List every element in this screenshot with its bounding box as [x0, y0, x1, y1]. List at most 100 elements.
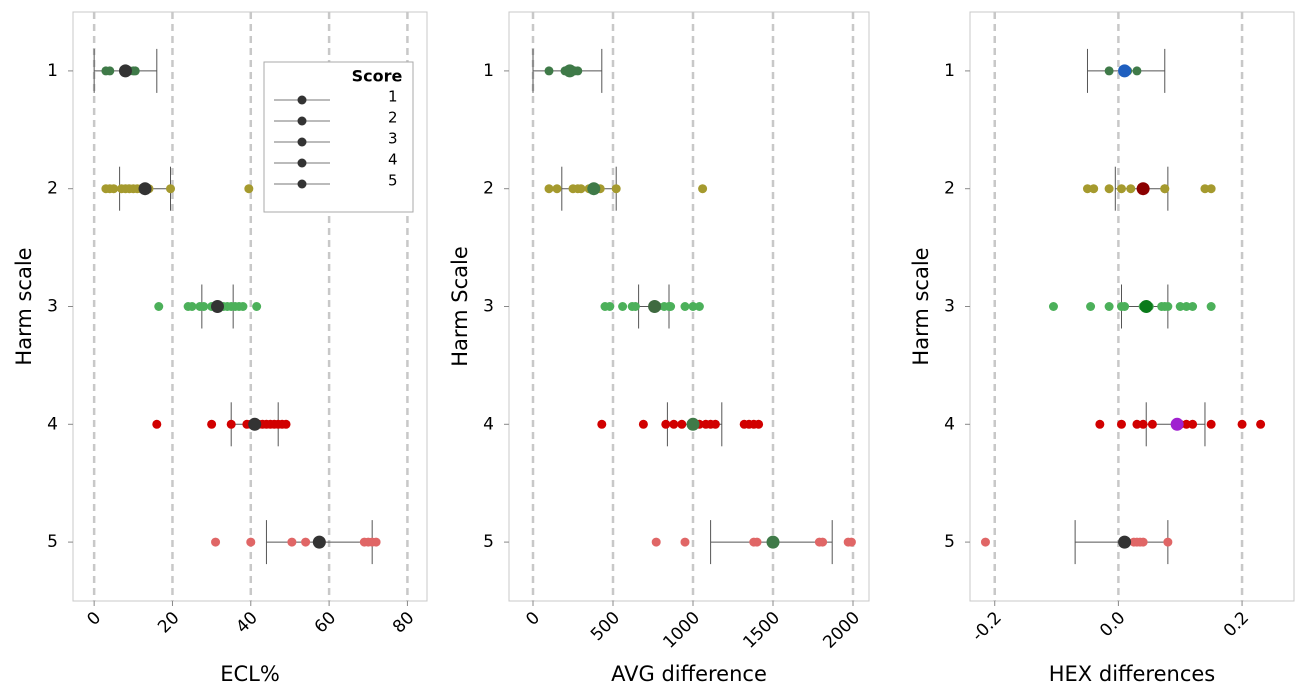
point — [638, 419, 648, 429]
point — [1138, 419, 1148, 429]
point — [1048, 302, 1058, 311]
point — [846, 537, 856, 547]
legend-marker — [297, 179, 307, 189]
x-tick-label: 40 — [232, 608, 261, 637]
point — [244, 184, 254, 194]
legend-label: 5 — [388, 172, 398, 190]
point — [130, 66, 140, 76]
legend-label: 2 — [388, 109, 398, 127]
x-tick-label: 0 — [83, 608, 105, 630]
x-tick-label: 80 — [389, 608, 418, 637]
point — [1086, 302, 1096, 311]
y-tick-label: 1 — [944, 61, 955, 81]
y-tick-label: 5 — [944, 532, 955, 552]
mean-marker — [1139, 300, 1153, 313]
point — [1126, 184, 1136, 194]
x-tick-label: 1000 — [659, 608, 704, 653]
point — [630, 302, 640, 311]
x-tick-label: 60 — [311, 608, 340, 637]
point — [698, 184, 708, 194]
legend-marker — [297, 95, 307, 105]
point — [187, 302, 197, 311]
legend-title: Score — [352, 67, 403, 86]
y-axis-label: Harm Scale — [448, 246, 472, 367]
point — [1181, 419, 1191, 429]
x-tick-label: 0.2 — [1220, 608, 1253, 641]
legend-box — [263, 61, 414, 213]
point — [1095, 419, 1105, 429]
point — [371, 537, 381, 547]
mean-marker — [312, 535, 326, 549]
y-tick-label: 2 — [483, 179, 494, 199]
point — [1206, 419, 1216, 429]
mean-marker — [248, 417, 262, 431]
point — [680, 537, 690, 547]
mean-marker — [1170, 417, 1184, 431]
point — [544, 184, 554, 194]
point — [1132, 66, 1142, 76]
point — [1132, 419, 1142, 429]
legend-label: 4 — [388, 151, 398, 169]
point — [669, 419, 679, 429]
x-tick-label: 500 — [587, 608, 624, 645]
point — [246, 537, 256, 547]
point — [166, 184, 176, 194]
mean-marker — [118, 64, 132, 78]
point — [211, 537, 221, 547]
point — [694, 302, 704, 311]
mean-marker — [587, 182, 601, 196]
x-tick-label: 0.0 — [1096, 608, 1129, 641]
x-tick-label: 20 — [154, 608, 183, 637]
legend-marker — [297, 158, 307, 168]
y-tick-label: 2 — [47, 179, 58, 199]
point — [105, 66, 115, 76]
point — [1104, 66, 1114, 76]
mean-marker — [648, 300, 662, 313]
point — [1206, 302, 1216, 311]
point — [1175, 302, 1185, 311]
legend-label: 1 — [388, 88, 398, 106]
point — [1138, 537, 1148, 547]
y-tick-label: 3 — [944, 297, 955, 317]
point — [1200, 184, 1210, 194]
point — [980, 537, 990, 547]
point — [1160, 184, 1170, 194]
legend-marker — [297, 116, 307, 126]
point — [677, 419, 687, 429]
point — [651, 537, 661, 547]
point — [597, 419, 607, 429]
point — [207, 419, 217, 429]
point — [226, 419, 236, 429]
point — [605, 302, 615, 311]
point — [1104, 184, 1114, 194]
y-tick-label: 5 — [483, 532, 494, 552]
point — [1206, 184, 1216, 194]
point — [152, 419, 162, 429]
x-tick-label: 2000 — [819, 608, 864, 653]
mean-marker — [138, 182, 152, 196]
point — [1116, 419, 1126, 429]
point — [552, 184, 562, 194]
point — [618, 302, 628, 311]
point — [544, 66, 554, 76]
legend-label: 3 — [388, 130, 398, 148]
point — [688, 302, 698, 311]
y-tick-label: 3 — [47, 297, 58, 317]
mean-marker — [210, 300, 224, 313]
x-axis-label: HEX differences — [1049, 662, 1215, 686]
point — [238, 302, 248, 311]
x-tick-label: 1500 — [739, 608, 784, 653]
point — [281, 419, 291, 429]
point — [611, 184, 621, 194]
point — [1116, 184, 1126, 194]
point — [252, 302, 262, 311]
point — [287, 537, 297, 547]
point — [154, 302, 164, 311]
point — [752, 537, 762, 547]
y-tick-label: 4 — [944, 414, 955, 434]
point — [199, 302, 209, 311]
point — [1082, 184, 1092, 194]
x-tick-label: -0.2 — [968, 608, 1006, 646]
mean-marker — [686, 417, 700, 431]
